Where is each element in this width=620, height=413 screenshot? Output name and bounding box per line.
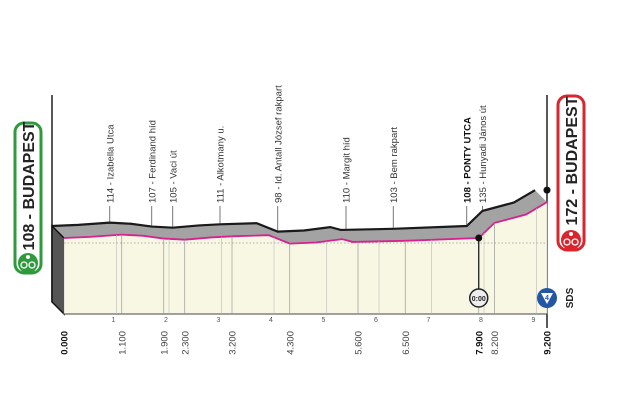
km-tick-label: 4 (269, 317, 273, 324)
km-tick-label: 2 (164, 317, 168, 324)
start-badge-label: 108 - BUDAPEST (21, 121, 38, 250)
waypoint-label: 111 - Alkotmany u. (216, 126, 227, 203)
waypoint-distance-label: 5.600 (354, 331, 365, 355)
waypoint-distance-label: 6.500 (401, 331, 412, 355)
profile-side-face (51, 224, 65, 316)
waypoint-distance-label: 2.300 (180, 331, 191, 355)
waypoint-distance-label: 4.300 (285, 331, 296, 355)
km-marker-label: 4 (545, 295, 549, 302)
time-check-label: 0:00 (472, 296, 486, 303)
km-tick-label: 3 (217, 317, 221, 324)
finish-badge: 172 - BUDAPEST (556, 94, 586, 252)
km-tick-label: 5 (322, 317, 326, 324)
waypoint-distance-label: 8.200 (490, 331, 501, 355)
stopwatch-icon: 0:00 (469, 288, 489, 308)
cyclist-start-icon (18, 253, 38, 273)
waypoint-label: 110 - Margit híd (342, 137, 353, 203)
waypoint-distance-label: 1.100 (117, 331, 128, 355)
waypoint-distance-label: 7.900 (474, 331, 485, 355)
stopwatch-body (469, 288, 489, 308)
cyclist-start-icon-head (26, 255, 30, 259)
finish-point (543, 186, 551, 194)
cyclist-finish-icon-head (569, 232, 573, 236)
km-tick-label: 8 (479, 317, 483, 324)
km-tick-label: 7 (427, 317, 431, 324)
km-tick-label: 6 (374, 317, 378, 324)
cyclist-finish-icon-wheel (563, 238, 571, 246)
waypoint-label: 103 - Bem rakpart (389, 127, 400, 203)
profile-top-surface (52, 190, 547, 244)
km-tick-label: 9 (532, 317, 536, 324)
waypoint-label: 135 - Hunyadi János út (478, 105, 489, 203)
triangle-km-marker-icon: 4 (537, 288, 557, 308)
profile-line (63, 201, 548, 245)
cyclist-start-icon-wheel (28, 261, 36, 269)
cyclist-finish-icon-wheel (571, 238, 579, 246)
cyclist-finish-icon (561, 230, 581, 250)
profile-back-edge (51, 189, 536, 233)
km-tick-label: 1 (112, 317, 116, 324)
finish-distance-label: 9.200 (543, 331, 554, 355)
finish-badge-label: 172 - BUDAPEST (564, 96, 581, 225)
km-marker-triangle (541, 293, 553, 304)
waypoint-label: 107 - Ferdinand híd (147, 120, 158, 203)
waypoint-distance-label: 1.900 (159, 331, 170, 355)
start-badge: 108 - BUDAPEST (13, 121, 43, 275)
waypoint-label: 105 - Vaci út (168, 150, 179, 203)
sds-label: SDS (565, 287, 576, 308)
waypoint-label: 98 - Id. Antall József rakpart (273, 85, 284, 203)
waypoint-label: 108 - PONTY UTCA (462, 117, 473, 203)
start-distance-label: 0.000 (60, 331, 71, 355)
cyclist-start-icon-wheel (20, 261, 28, 269)
waypoint-label: 114 - Izabella Utca (105, 124, 116, 203)
waypoint-distance-label: 3.200 (228, 331, 239, 355)
